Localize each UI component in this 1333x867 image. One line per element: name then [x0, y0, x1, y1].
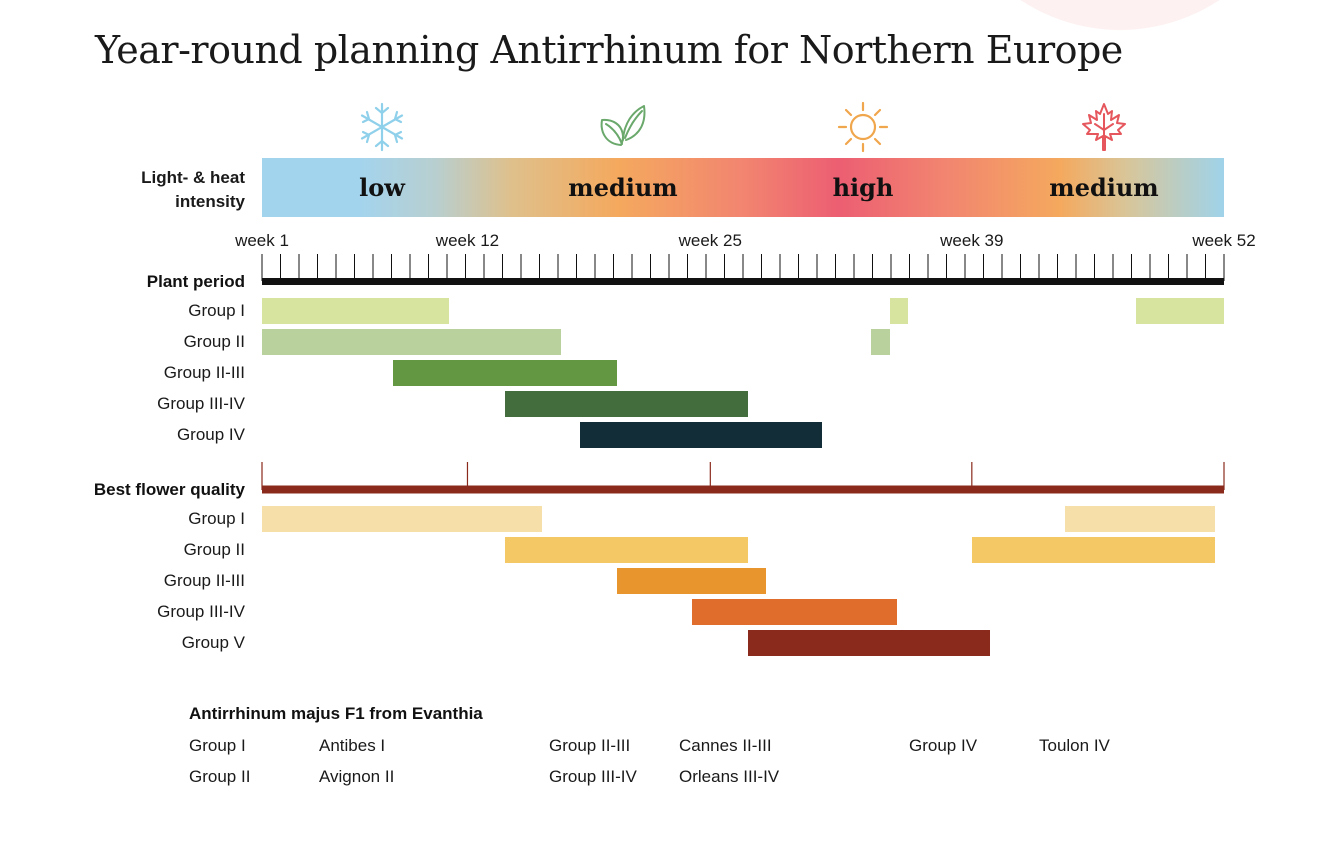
page-title: Year-round planning Antirrhinum for Nort… — [95, 28, 1123, 72]
gantt-bar — [392, 360, 617, 386]
snowflake-icon — [360, 102, 404, 152]
intensity-word-low: low — [359, 173, 405, 202]
intensity-word-high: high — [832, 173, 894, 202]
legend-group-2-3: Group II-III — [549, 736, 631, 755]
gantt-bar — [1136, 298, 1224, 324]
gantt-bar — [691, 599, 898, 625]
row-label: Group II — [183, 540, 245, 559]
row-label: Group II-III — [163, 571, 245, 590]
legend-group-1: Group I — [189, 736, 246, 755]
row-label: Group III-IV — [157, 602, 245, 621]
gantt-bar — [889, 298, 909, 324]
maple-leaf-icon — [1082, 103, 1126, 151]
intensity-gradient-bar: low medium high medium — [262, 158, 1224, 217]
intensity-label: Light- & heat intensity — [80, 166, 245, 214]
gantt-bar — [579, 422, 823, 448]
week-label: week 1 — [235, 231, 289, 250]
legend-group-4: Group IV — [909, 736, 978, 755]
row-label: Group III-IV — [157, 394, 245, 413]
legend-group-2: Group II — [189, 767, 251, 786]
week-label: week 39 — [940, 231, 1004, 250]
gantt-bar — [971, 537, 1215, 563]
legend-variety-avignon: Avignon II — [319, 767, 395, 786]
gantt-bar — [262, 506, 543, 532]
row-label: Group I — [188, 301, 245, 320]
leaf-icon — [600, 105, 646, 146]
sun-icon — [837, 101, 889, 153]
gantt-bar — [504, 391, 748, 417]
intensity-word-medium-spring: medium — [568, 173, 678, 202]
gantt-bar — [616, 568, 767, 594]
legend-variety-cannes: Cannes II-III — [679, 736, 772, 755]
gantt-bar — [504, 537, 748, 563]
week-label: week 25 — [678, 231, 742, 250]
legend-variety-orleans: Orleans III-IV — [679, 767, 780, 786]
intensity-label-line1: Light- & heat — [141, 168, 245, 187]
best-flower-quality-label: Best flower quality — [93, 480, 245, 499]
gantt-bar — [747, 630, 991, 656]
row-label: Group II — [183, 332, 245, 351]
gantt-bar — [1065, 506, 1215, 532]
legend-variety-antibes: Antibes I — [319, 736, 386, 755]
week-label: week 12 — [435, 231, 500, 250]
legend-group-3-4: Group III-IV — [549, 767, 637, 786]
gantt-bar — [870, 329, 890, 355]
plant-period-label: Plant period — [146, 272, 245, 291]
row-label: Group I — [188, 509, 245, 528]
week-label: week 52 — [1192, 231, 1256, 250]
intensity-word-medium-autumn: medium — [1049, 173, 1159, 202]
legend-title: Antirrhinum majus F1 from Evanthia — [189, 704, 483, 723]
row-label: Group II-III — [163, 363, 245, 382]
gantt-bar — [262, 329, 561, 355]
row-label: Group IV — [176, 425, 245, 444]
legend-variety-toulon: Toulon IV — [1039, 736, 1110, 755]
intensity-label-line2: intensity — [175, 192, 245, 211]
row-label: Group V — [181, 633, 245, 652]
gantt-bar — [262, 298, 449, 324]
